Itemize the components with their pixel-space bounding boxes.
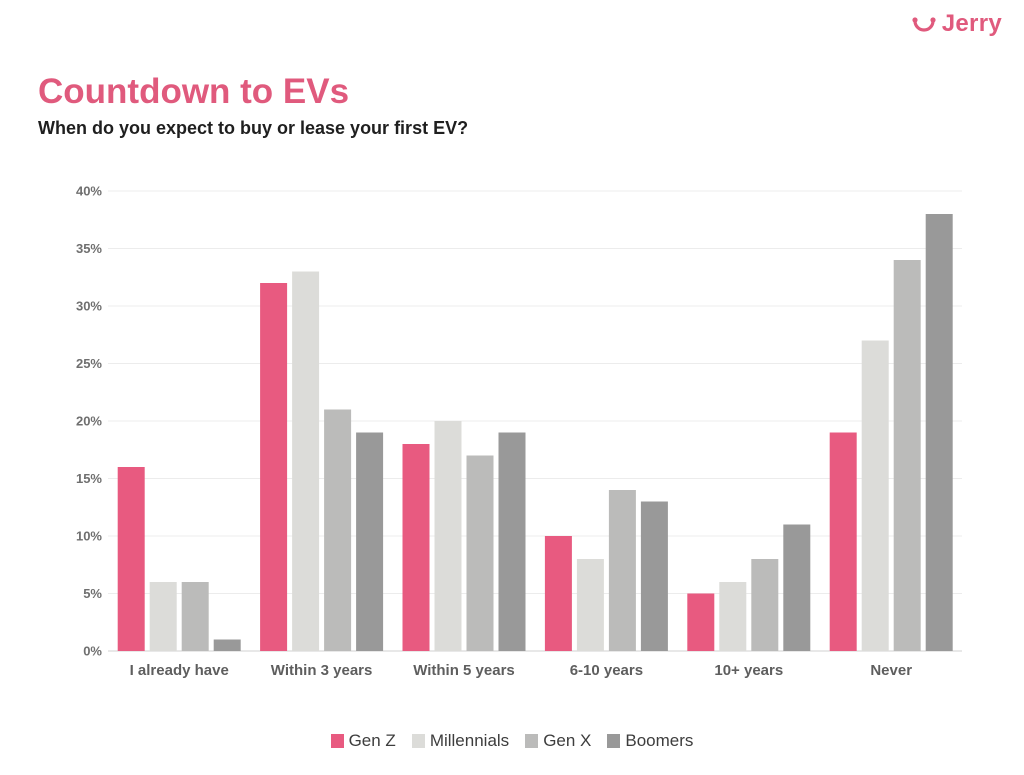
bar (608, 490, 636, 651)
bar (893, 260, 921, 651)
x-category-label: 6-10 years (570, 662, 643, 679)
legend-item: Gen Z (330, 731, 396, 751)
bar (434, 421, 462, 651)
legend-label: Gen X (543, 731, 592, 750)
bar (829, 432, 857, 651)
bar (544, 536, 572, 651)
legend-label: Gen Z (348, 731, 396, 750)
y-tick-label: 0% (83, 644, 102, 659)
jerry-logo-icon (912, 17, 936, 32)
legend-swatch (607, 734, 621, 748)
bar (687, 593, 715, 651)
legend-swatch (411, 734, 425, 748)
legend-swatch (330, 734, 344, 748)
y-tick-label: 40% (76, 184, 102, 199)
y-tick-label: 15% (76, 471, 102, 486)
chart-title: Countdown to EVs (38, 72, 350, 111)
y-tick-label: 5% (83, 586, 102, 601)
bar (751, 559, 779, 651)
y-tick-label: 25% (76, 356, 102, 371)
bar (576, 559, 604, 651)
bar (783, 524, 811, 651)
bar (213, 639, 241, 651)
bar (117, 467, 145, 651)
x-category-label: Within 5 years (413, 662, 515, 679)
y-tick-label: 10% (76, 529, 102, 544)
bar (719, 582, 747, 651)
legend-swatch (525, 734, 539, 748)
chart-legend: Gen Z Millennials Gen X Boomers (0, 731, 1024, 751)
chart-subtitle: When do you expect to buy or lease your … (38, 118, 469, 138)
y-tick-label: 30% (76, 299, 102, 314)
brand-name: Jerry (941, 10, 1002, 37)
y-tick-label: 35% (76, 241, 102, 256)
bar (466, 455, 494, 651)
bar (356, 432, 384, 651)
y-tick-label: 20% (76, 414, 102, 429)
bar (640, 501, 668, 651)
x-category-label: I already have (130, 662, 229, 679)
legend-label: Boomers (625, 731, 694, 750)
legend-item: Gen X (525, 731, 591, 751)
bar (324, 409, 352, 651)
bar (498, 432, 526, 651)
brand-logo: Jerry (912, 10, 1002, 38)
legend-label: Millennials (429, 731, 510, 750)
x-category-label: Never (870, 662, 912, 679)
x-category-label: Within 3 years (271, 662, 373, 679)
bar (861, 340, 889, 651)
x-category-label: 10+ years (714, 662, 783, 679)
bar (292, 271, 320, 651)
bar (149, 582, 177, 651)
bar (260, 283, 288, 651)
bar (402, 444, 430, 651)
legend-item: Boomers (607, 731, 693, 751)
legend-item: Millennials (411, 731, 510, 751)
bar (181, 582, 209, 651)
bar-chart: 0% 5% 10% 15% 20% 25% 30% 35% 40% I already have… (76, 184, 962, 679)
bar (925, 214, 953, 651)
